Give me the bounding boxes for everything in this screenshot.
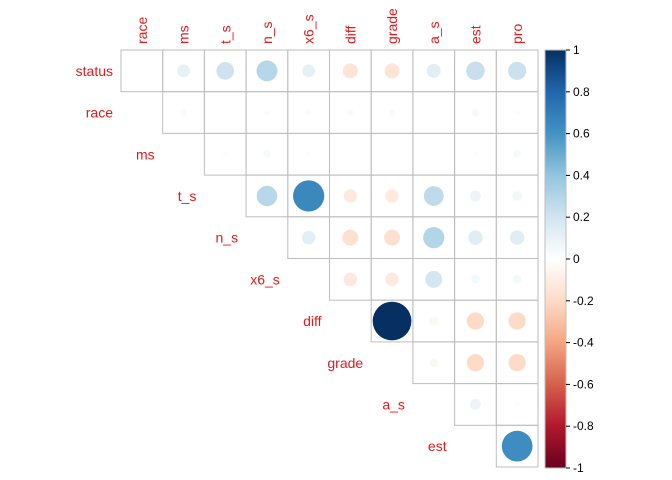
corr-circle-t_s-grade xyxy=(385,189,399,203)
corr-circle-a_s-pro xyxy=(514,401,520,408)
grid-cell xyxy=(495,424,539,468)
corr-circle-grade-est xyxy=(466,354,485,372)
grid-cell xyxy=(203,91,247,134)
corr-circle-ms-t_s xyxy=(222,151,228,157)
colorbar-tick-label: -0.4 xyxy=(573,336,594,350)
corr-circle-x6_s-est xyxy=(471,275,480,284)
corr-circle-diff-a_s xyxy=(429,316,439,326)
row-label-x6_s: x6_s xyxy=(250,271,280,287)
corr-circle-race-diff xyxy=(346,109,354,116)
row-label-t_s: t_s xyxy=(178,188,197,204)
col-label-ms: ms xyxy=(176,25,192,44)
corr-circle-status-t_s xyxy=(216,61,235,80)
corr-circle-race-x6_s xyxy=(305,109,312,116)
corr-circle-t_s-n_s xyxy=(256,185,278,207)
grid-cell xyxy=(120,49,164,93)
row-label-diff: diff xyxy=(303,313,322,329)
row-label-a_s: a_s xyxy=(382,396,405,412)
col-label-t_s: t_s xyxy=(217,25,233,44)
corr-circle-n_s-x6_s xyxy=(301,230,316,245)
row-label-grade: grade xyxy=(327,355,363,371)
row-label-status: status xyxy=(76,63,113,79)
corr-circle-t_s-pro xyxy=(512,191,522,201)
corr-circle-x6_s-diff xyxy=(343,272,358,287)
row-label-ms: ms xyxy=(136,146,155,162)
colorbar-gradient xyxy=(544,49,567,469)
corr-circle-t_s-est xyxy=(469,190,481,202)
correlation-circles xyxy=(177,60,533,462)
colorbar-tick-label: 1 xyxy=(573,43,580,57)
corr-circle-n_s-pro xyxy=(509,230,525,245)
grid-cell xyxy=(329,132,372,176)
corr-circle-t_s-diff xyxy=(343,189,358,203)
colorbar-tick-label: 0.2 xyxy=(573,210,590,224)
corr-circle-ms-n_s xyxy=(263,150,271,159)
colorbar-tick-label: 0.6 xyxy=(573,127,590,141)
corr-circle-ms-x6_s xyxy=(305,151,312,157)
corr-circle-race-n_s xyxy=(264,109,270,116)
corr-circle-t_s-x6_s xyxy=(293,180,325,212)
col-label-pro: pro xyxy=(509,24,525,44)
column-labels: race ms t_s n_s x6_s diff grade a_s est pro xyxy=(134,8,525,44)
grid-cell xyxy=(412,132,456,176)
corr-circle-race-pro xyxy=(514,109,520,116)
corr-circle-status-grade xyxy=(384,63,400,79)
row-label-race: race xyxy=(86,105,113,121)
corr-circle-t_s-a_s xyxy=(423,186,444,206)
corr-circle-status-diff xyxy=(342,63,358,79)
grid-cell xyxy=(370,132,414,176)
corr-circle-race-grade xyxy=(388,109,396,116)
corr-circle-x6_s-pro xyxy=(512,275,522,284)
grid-cell xyxy=(412,91,456,134)
colorbar-tick-label: 0 xyxy=(573,252,580,266)
col-label-x6_s: x6_s xyxy=(301,14,317,44)
col-label-grade: grade xyxy=(384,8,400,44)
corr-circle-n_s-diff xyxy=(342,229,359,246)
corr-circle-a_s-est xyxy=(469,398,481,410)
col-label-race: race xyxy=(134,17,150,44)
colorbar-tick-label: 0.8 xyxy=(573,85,590,99)
corr-circle-x6_s-a_s xyxy=(425,270,443,288)
colorbar-tick-label: -1 xyxy=(573,461,584,475)
colorbar: 1 0.8 0.6 0.4 0.2 0 -0.2 -0.4 -0.6 -0.8 -1 xyxy=(544,43,594,475)
corr-circle-diff-est xyxy=(466,312,485,330)
row-label-n_s: n_s xyxy=(216,230,239,246)
corr-circle-diff-grade xyxy=(372,301,412,341)
corr-circle-race-ms xyxy=(180,109,187,116)
col-label-n_s: n_s xyxy=(259,21,275,44)
colorbar-tick-label: -0.8 xyxy=(573,419,594,433)
corr-circle-status-ms xyxy=(177,64,190,78)
corr-circle-diff-pro xyxy=(508,312,526,330)
corr-circle-ms-est xyxy=(472,151,479,157)
corr-circle-ms-pro xyxy=(513,150,522,159)
colorbar-tick-label: -0.6 xyxy=(573,377,594,391)
corr-circle-status-x6_s xyxy=(302,64,316,78)
corr-circle-n_s-a_s xyxy=(423,227,445,249)
corr-circle-grade-pro xyxy=(508,354,526,372)
colorbar-tick-label: -0.2 xyxy=(573,294,594,308)
colorbar-tick-label: 0.4 xyxy=(573,168,590,182)
grid xyxy=(120,49,539,468)
corr-circle-est-pro xyxy=(501,430,533,462)
col-label-diff: diff xyxy=(342,25,358,44)
corr-circle-race-est xyxy=(471,108,480,117)
corr-circle-status-est xyxy=(466,61,485,81)
corr-circle-n_s-est xyxy=(468,230,483,245)
row-label-est: est xyxy=(428,438,447,454)
col-label-a_s: a_s xyxy=(426,21,442,44)
corr-circle-x6_s-grade xyxy=(385,272,399,287)
corr-circle-status-a_s xyxy=(426,63,441,78)
col-label-est: est xyxy=(467,25,483,44)
corr-circle-status-pro xyxy=(508,61,527,80)
corr-circle-status-n_s xyxy=(256,60,278,82)
corr-circle-n_s-grade xyxy=(384,229,401,246)
corr-circle-grade-a_s xyxy=(429,358,439,368)
